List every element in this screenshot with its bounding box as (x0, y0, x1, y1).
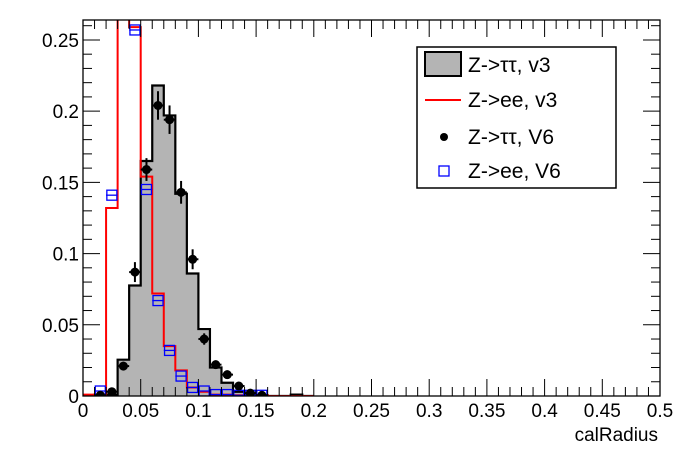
ztautau-v6-point (130, 267, 140, 277)
zee-v6-point (221, 388, 233, 396)
x-tick-label: 0.25 (353, 401, 390, 422)
ztautau-v6-point (95, 390, 105, 396)
y-tick-label: 0.25 (42, 31, 79, 52)
ztautau-v6-point (245, 388, 255, 396)
legend-label-ztautau-v6: Z->ττ, V6 (468, 126, 554, 149)
ztautau-v6-point (211, 360, 221, 370)
x-tick-label: 0.45 (584, 401, 621, 422)
ztautau-v6-point (234, 381, 244, 391)
ztautau-v6-point (199, 334, 209, 344)
ztautau-v6-point (257, 390, 267, 396)
y-tick-label: 0 (68, 387, 79, 408)
x-tick-label: 0.3 (416, 401, 442, 422)
zee-v6-point (163, 344, 176, 357)
x-tick-label: 0.4 (531, 401, 558, 422)
ztautau-v6-point (118, 361, 128, 371)
x-tick-label: 0.5 (647, 401, 673, 422)
ztautau-v6-point (222, 370, 232, 380)
legend-swatch-zee-v6 (438, 165, 450, 177)
zee-v6-point (186, 381, 199, 394)
legend-swatch-ztautau-v6 (440, 133, 448, 141)
x-tick-label: 0 (78, 401, 89, 422)
y-tick-label: 0.2 (53, 102, 79, 123)
x-tick-label: 0.35 (468, 401, 505, 422)
ztautau-v6-point (107, 387, 117, 396)
zee-v6-point (198, 385, 210, 396)
axes: 0 0.05 0.1 0.15 0.2 0.25 0.3 0.35 0.4 0.45 0.5 0 0.0… (42, 19, 673, 422)
histogram-layer (83, 20, 314, 396)
ztautau-v6-point (176, 187, 186, 197)
legend-label-zee-v6: Z->ee, V6 (468, 160, 561, 183)
zee-v6-point (106, 189, 118, 201)
x-tick-label: 0.2 (301, 401, 327, 422)
y-tick-label: 0.1 (53, 245, 79, 266)
zee-v6-point (175, 370, 187, 382)
legend-label-ztautau-v3: Z->ττ, v3 (468, 54, 551, 77)
legend-label-zee-v3: Z->ee, v3 (468, 89, 557, 112)
legend-swatch-ztautau-v3 (424, 51, 462, 77)
zee-v6-point (210, 388, 222, 396)
zee-v6-point (152, 294, 164, 307)
zee-v6-point (140, 183, 153, 196)
x-tick-label: 0.1 (185, 401, 211, 422)
x-tick-label: 0.15 (238, 401, 275, 422)
x-tick-label: 0.05 (122, 401, 159, 422)
zee-v6-point (129, 24, 141, 36)
x-axis-label: calRadius (575, 425, 658, 446)
y-tick-label: 0.15 (42, 173, 79, 194)
ztautau-v6-point (153, 100, 163, 110)
y-tick-label: 0.05 (42, 316, 79, 337)
legend: Z->ττ, v3 Z->ee, v3 Z->ττ, V6 Z->ee, V6 (416, 46, 617, 189)
ztautau-v6-point (188, 254, 198, 264)
zee-v6-point (94, 385, 106, 396)
ztautau-v6-point (165, 115, 175, 125)
ztautau-v6-point (141, 165, 151, 175)
